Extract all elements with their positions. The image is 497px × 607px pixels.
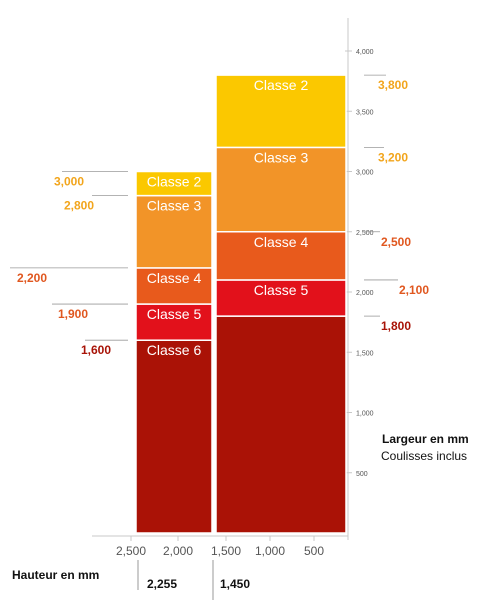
threshold-value: 3,200 <box>378 150 408 164</box>
segment-label: Classe 2 <box>254 77 309 93</box>
threshold-value: 3,000 <box>54 175 84 189</box>
width-value: 1,450 <box>220 577 250 591</box>
right-axis-tick-label: 4,000 <box>356 49 374 56</box>
segment-label: Classe 2 <box>147 174 202 190</box>
segment-bar <box>215 74 347 149</box>
segment-label: Classe 4 <box>254 234 309 250</box>
segment-bar <box>215 279 347 317</box>
segment-label: Classe 5 <box>254 282 309 298</box>
bottom-axis-tick-label: 2,500 <box>116 544 146 558</box>
right-axis-tick-label: 1,500 <box>356 350 374 357</box>
right-axis-tick-label: 3,500 <box>356 109 374 116</box>
threshold-value: 1,600 <box>81 343 111 357</box>
segment-label: Classe 5 <box>147 306 202 322</box>
right-axis-tick-label: 500 <box>356 471 368 478</box>
segment-bar <box>135 339 213 534</box>
bottom-axis-tick-label: 500 <box>304 544 324 558</box>
threshold-value: 2,200 <box>17 271 47 285</box>
right-axis-tick-label: 2,500 <box>356 230 374 237</box>
threshold-value: 1,800 <box>381 319 411 333</box>
width-value: 2,255 <box>147 577 177 591</box>
segment-bar <box>135 267 213 305</box>
threshold-value: 2,500 <box>381 235 411 249</box>
right-axis-title: Largeur en mm <box>382 432 469 446</box>
right-axis-subtitle: Coulisses inclus <box>381 449 467 463</box>
segment-label: Classe 6 <box>147 342 202 358</box>
bottom-axis-tick-label: 1,000 <box>255 544 285 558</box>
threshold-value: 1,900 <box>58 307 88 321</box>
left-axis-title: Hauteur en mm <box>12 568 99 582</box>
segment-label: Classe 3 <box>147 198 202 214</box>
right-axis-tick-label: 2,000 <box>356 290 374 297</box>
segment-bar <box>215 231 347 281</box>
bottom-axis-tick-label: 1,500 <box>211 544 241 558</box>
segment-bar <box>215 315 347 534</box>
threshold-value: 2,800 <box>64 199 94 213</box>
threshold-value: 3,800 <box>378 78 408 92</box>
segment-label: Classe 3 <box>254 149 309 165</box>
right-axis-tick-label: 3,000 <box>356 170 374 177</box>
threshold-value: 2,100 <box>399 283 429 297</box>
bottom-axis-tick-label: 2,000 <box>163 544 193 558</box>
right-axis-tick-label: 1,000 <box>356 411 374 418</box>
segment-bar <box>135 170 213 197</box>
segment-label: Classe 4 <box>147 270 202 286</box>
